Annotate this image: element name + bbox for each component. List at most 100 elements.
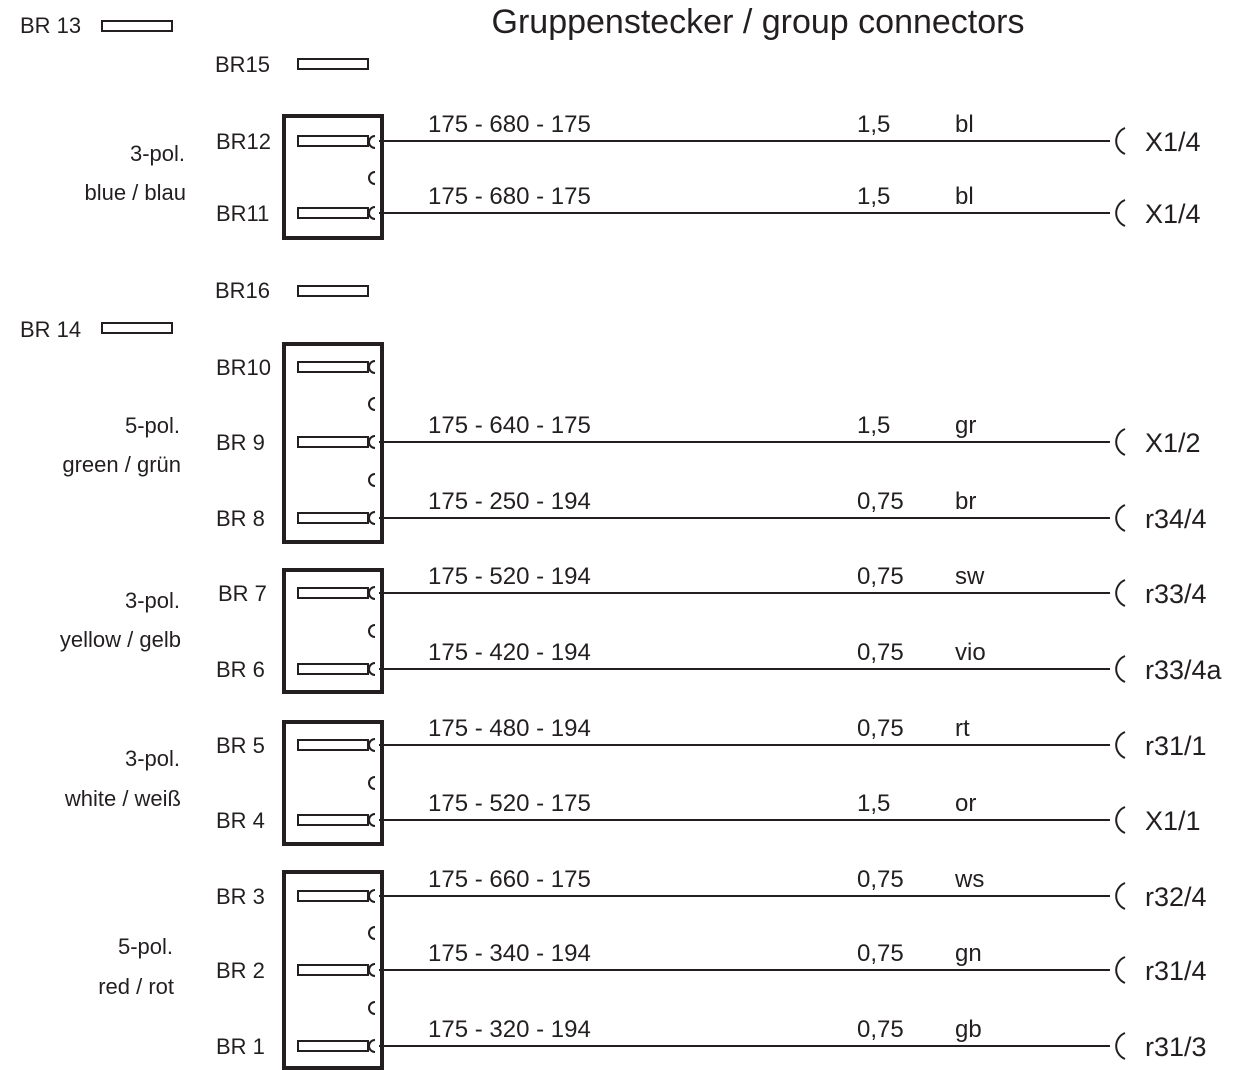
wire-lengths: 175 - 420 - 194 bbox=[428, 639, 591, 666]
loose-bridge-label: BR15 bbox=[215, 52, 270, 77]
wire-color-code: sw bbox=[955, 563, 985, 590]
connector-blue: 3-pol. blue / blau bbox=[84, 114, 384, 240]
socket-contact bbox=[368, 889, 376, 903]
pin-contact bbox=[297, 436, 369, 448]
pin-contact bbox=[297, 512, 369, 524]
connector-color-label: red / rot bbox=[98, 974, 174, 999]
socket-contact bbox=[368, 813, 376, 827]
diagram-title: Gruppenstecker / group connectors bbox=[492, 3, 1025, 41]
socket-contact bbox=[368, 586, 376, 600]
socket-contact bbox=[368, 624, 376, 638]
pin-contact bbox=[297, 814, 369, 826]
wire-cross-section: 0,75 bbox=[857, 866, 904, 893]
terminal-symbol bbox=[1115, 731, 1126, 759]
connector-green: 5-pol. green / grün bbox=[62, 342, 384, 544]
pin-label: BR 3 bbox=[216, 884, 265, 909]
terminal-symbol bbox=[1115, 806, 1126, 834]
wire-terminal: X1/4 bbox=[1145, 199, 1201, 229]
wire-cross-section: 1,5 bbox=[857, 790, 890, 817]
connector-color-label: blue / blau bbox=[84, 180, 186, 205]
socket-contact bbox=[368, 738, 376, 752]
wire: 175 - 640 - 175 1,5 gr X1/2 bbox=[379, 412, 1201, 458]
pin-contact bbox=[297, 207, 369, 219]
connector-poles-label: 5-pol. bbox=[118, 934, 173, 959]
pin-label: BR 2 bbox=[216, 958, 265, 983]
connector-housing bbox=[282, 114, 384, 240]
pin-contact bbox=[297, 1040, 369, 1052]
socket-contact bbox=[368, 473, 376, 487]
wire: 175 - 320 - 194 0,75 gb r31/3 bbox=[379, 1016, 1207, 1062]
terminal-symbol bbox=[1115, 882, 1126, 910]
socket-contact bbox=[368, 511, 376, 525]
wire-terminal: r31/4 bbox=[1145, 956, 1207, 986]
loose-bridge-br13: BR 13 bbox=[20, 13, 173, 38]
pin-label: BR11 bbox=[216, 201, 269, 226]
wire-terminal: X1/1 bbox=[1145, 806, 1201, 836]
wire-terminal: r31/3 bbox=[1145, 1032, 1207, 1062]
pin-label: BR 4 bbox=[216, 808, 265, 833]
wire-color-code: or bbox=[955, 790, 976, 817]
terminal-symbol bbox=[1115, 956, 1126, 984]
wire-color-code: gb bbox=[955, 1016, 982, 1043]
pin-contact bbox=[297, 890, 369, 902]
wire-color-code: vio bbox=[955, 639, 986, 666]
wire-cross-section: 0,75 bbox=[857, 639, 904, 666]
wire-cross-section: 0,75 bbox=[857, 488, 904, 515]
socket-contact bbox=[368, 435, 376, 449]
pin-br3: BR 3 175 - 660 - 175 0,75 ws r32/4 bbox=[216, 866, 1207, 912]
pin-br5: BR 5 175 - 480 - 194 0,75 rt r31/1 bbox=[216, 715, 1207, 761]
loose-bridge-label: BR 14 bbox=[20, 317, 81, 342]
connector-poles-label: 5-pol. bbox=[125, 413, 180, 438]
wire-lengths: 175 - 680 - 175 bbox=[428, 111, 591, 138]
socket-contact bbox=[368, 926, 376, 940]
socket-contact bbox=[368, 1039, 376, 1053]
socket-contact bbox=[368, 776, 376, 790]
wire-color-code: bl bbox=[955, 111, 974, 138]
wire-lengths: 175 - 340 - 194 bbox=[428, 940, 591, 967]
wire-color-code: br bbox=[955, 488, 976, 515]
wire-color-code: gr bbox=[955, 412, 976, 439]
wire-terminal: r33/4a bbox=[1145, 655, 1223, 685]
wire-cross-section: 1,5 bbox=[857, 183, 890, 210]
wire-lengths: 175 - 640 - 175 bbox=[428, 412, 591, 439]
wire: 175 - 250 - 194 0,75 br r34/4 bbox=[379, 488, 1207, 534]
pin-br10: BR10 bbox=[216, 355, 369, 380]
pin-br4: BR 4 175 - 520 - 175 1,5 or X1/1 bbox=[216, 790, 1201, 836]
pin-contact bbox=[297, 663, 369, 675]
wire-cross-section: 0,75 bbox=[857, 940, 904, 967]
wire-terminal: r32/4 bbox=[1145, 882, 1207, 912]
wire-lengths: 175 - 520 - 194 bbox=[428, 563, 591, 590]
terminal-symbol bbox=[1115, 127, 1126, 155]
wire-terminal: r33/4 bbox=[1145, 579, 1207, 609]
connector-white: 3-pol. white / weiß bbox=[64, 720, 384, 846]
socket-contact bbox=[368, 360, 376, 374]
pin-contact bbox=[297, 361, 369, 373]
terminal-symbol bbox=[1115, 579, 1126, 607]
wire: 175 - 520 - 175 1,5 or X1/1 bbox=[379, 790, 1201, 836]
wire-cross-section: 0,75 bbox=[857, 563, 904, 590]
wire-lengths: 175 - 520 - 175 bbox=[428, 790, 591, 817]
connector-housing bbox=[282, 568, 384, 694]
wire-cross-section: 1,5 bbox=[857, 412, 890, 439]
connector-red: 5-pol. red / rot bbox=[98, 870, 384, 1070]
connector-color-label: white / weiß bbox=[64, 786, 181, 811]
connector-color-label: yellow / gelb bbox=[60, 627, 181, 652]
wire-lengths: 175 - 660 - 175 bbox=[428, 866, 591, 893]
wire: 175 - 340 - 194 0,75 gn r31/4 bbox=[379, 940, 1207, 986]
wire: 175 - 680 - 175 1,5 bl X1/4 bbox=[379, 111, 1201, 157]
wire: 175 - 680 - 175 1,5 bl X1/4 bbox=[379, 183, 1201, 229]
pin-label: BR 5 bbox=[216, 733, 265, 758]
wire-cross-section: 1,5 bbox=[857, 111, 890, 138]
connector-poles-label: 3-pol. bbox=[130, 141, 185, 166]
wire-color-code: rt bbox=[955, 715, 970, 742]
socket-contact bbox=[368, 397, 376, 411]
pin-label: BR12 bbox=[216, 129, 271, 154]
wire-color-code: ws bbox=[954, 866, 984, 893]
pin-br11: BR11 175 - 680 - 175 1,5 bl X1/4 bbox=[216, 183, 1201, 229]
wire-terminal: X1/2 bbox=[1145, 428, 1201, 458]
pin-br12: BR12 175 - 680 - 175 1,5 bl X1/4 bbox=[216, 111, 1201, 157]
connector-color-label: green / grün bbox=[62, 452, 181, 477]
terminal-symbol bbox=[1115, 1032, 1126, 1060]
pin-br1: BR 1 175 - 320 - 194 0,75 gb r31/3 bbox=[216, 1016, 1207, 1062]
wire-cross-section: 0,75 bbox=[857, 715, 904, 742]
